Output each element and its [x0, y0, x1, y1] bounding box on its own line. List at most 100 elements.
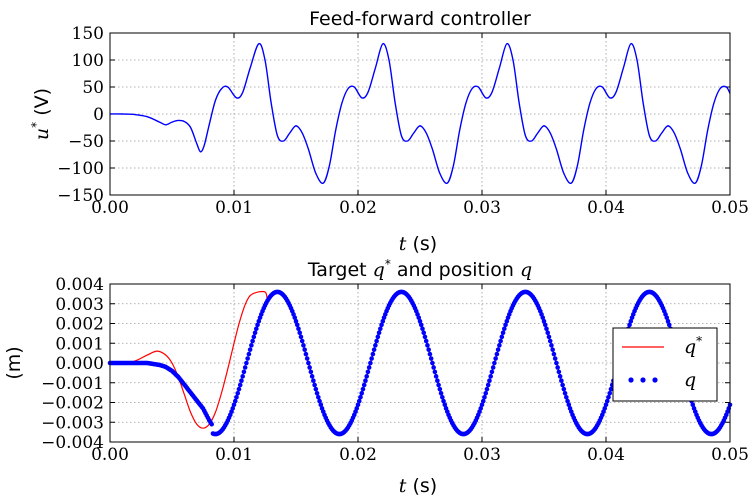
data-point — [666, 322, 672, 328]
data-point — [312, 382, 317, 388]
data-point — [298, 334, 304, 340]
data-point — [437, 386, 443, 392]
data-point — [293, 318, 299, 324]
y-tick-label: 0.003 — [55, 295, 104, 315]
data-point — [690, 402, 696, 408]
data-point — [442, 402, 448, 408]
data-point — [365, 369, 371, 375]
data-point — [628, 318, 634, 324]
data-point — [301, 343, 306, 348]
data-point — [416, 315, 422, 320]
data-point — [313, 386, 319, 392]
data-point — [544, 326, 549, 332]
data-point — [494, 351, 500, 357]
data-point — [304, 356, 310, 361]
x-tick-labels: 0.00 0.01 0.02 0.03 0.04 0.05 — [91, 198, 748, 218]
data-point — [299, 338, 305, 344]
data-point — [425, 343, 430, 348]
data-point — [317, 398, 322, 404]
data-point — [307, 365, 312, 370]
x-tick-label: 0.04 — [587, 445, 625, 465]
data-point — [608, 386, 614, 392]
data-point — [358, 394, 363, 400]
data-point — [441, 398, 446, 404]
data-point — [418, 322, 424, 328]
x-axis-label: t (s) — [399, 475, 437, 497]
x-tick-label: 0.05 — [711, 445, 748, 465]
data-point — [420, 326, 425, 332]
x-tick-label: 0.00 — [91, 445, 129, 465]
data-point — [542, 322, 548, 328]
data-point — [433, 374, 439, 379]
data-point — [495, 347, 501, 352]
data-point — [478, 406, 484, 411]
x-tick-label: 0.00 — [91, 198, 129, 218]
data-point — [480, 398, 486, 404]
data-point — [230, 406, 236, 411]
data-point — [355, 402, 361, 408]
legend-label-q-star: q* — [684, 334, 702, 358]
x-tick-label: 0.01 — [215, 445, 253, 465]
data-point — [483, 390, 489, 396]
data-point — [417, 318, 423, 324]
data-point — [371, 347, 377, 352]
chart-title: Feed-forward controller — [309, 8, 531, 30]
data-point — [436, 382, 441, 388]
data-point — [479, 402, 485, 408]
data-point — [503, 322, 508, 328]
data-point — [376, 330, 382, 336]
data-point — [366, 365, 372, 370]
data-point — [665, 318, 671, 324]
data-point — [250, 338, 255, 344]
data-point — [431, 365, 436, 370]
data-point — [318, 402, 324, 408]
data-point — [440, 394, 445, 400]
series-u-star — [109, 43, 731, 185]
data-point — [497, 343, 502, 348]
data-point — [604, 398, 610, 404]
y-tick-label: 0.004 — [55, 275, 104, 295]
data-point — [209, 421, 214, 427]
data-point — [378, 326, 383, 332]
y-axis-label: u* (V) — [29, 88, 53, 140]
data-point — [232, 398, 238, 404]
data-point — [296, 326, 301, 332]
data-point — [504, 318, 510, 324]
data-point — [602, 406, 608, 411]
data-point — [364, 374, 369, 379]
data-point — [562, 390, 568, 396]
data-point — [241, 369, 247, 375]
x-tick-label: 0.05 — [711, 198, 748, 218]
x-tick-label: 0.03 — [463, 198, 501, 218]
y-tick-label: −50 — [68, 132, 104, 152]
data-point — [302, 347, 307, 352]
data-point — [498, 338, 503, 344]
data-point — [356, 398, 362, 404]
data-point — [309, 374, 315, 379]
data-point — [555, 365, 560, 370]
data-point — [435, 378, 440, 383]
data-point — [540, 315, 546, 320]
data-point — [236, 386, 242, 392]
data-point — [249, 343, 254, 348]
y-tick-label: 100 — [72, 51, 104, 71]
data-point — [557, 374, 563, 379]
data-point — [368, 360, 373, 366]
data-point — [316, 394, 321, 400]
y-tick-label: −0.003 — [41, 413, 104, 433]
data-point — [235, 390, 241, 396]
y-tick-label: −0.004 — [41, 433, 104, 453]
data-point — [374, 338, 379, 344]
data-point — [489, 369, 495, 375]
data-point — [370, 351, 376, 357]
data-point — [487, 378, 492, 383]
data-point — [488, 374, 493, 379]
data-point — [490, 365, 496, 370]
data-point — [359, 390, 365, 396]
data-point — [306, 360, 311, 366]
x-tick-label: 0.01 — [215, 198, 253, 218]
data-point — [231, 402, 237, 408]
x-axis-label: t (s) — [399, 233, 437, 255]
data-point — [541, 318, 547, 324]
data-point — [484, 386, 490, 392]
